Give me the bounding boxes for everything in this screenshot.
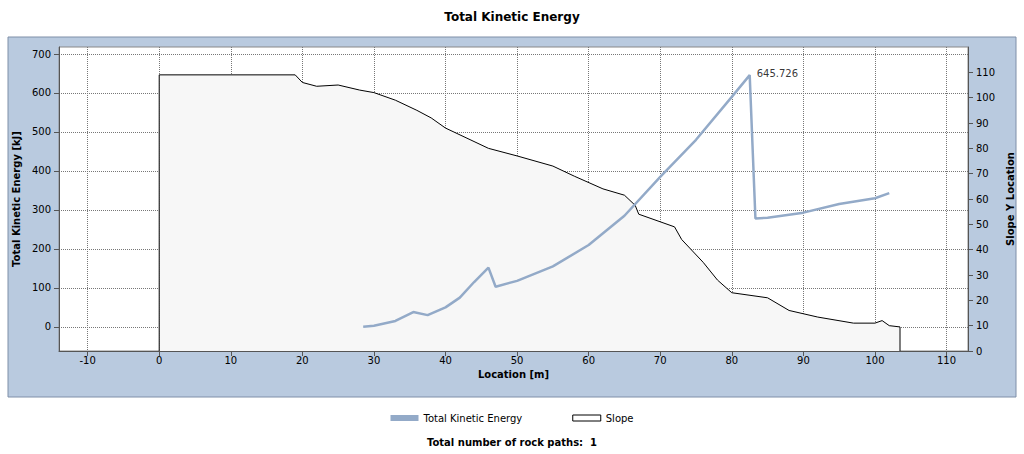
svg-text:110: 110 — [937, 355, 956, 366]
svg-text:10: 10 — [224, 355, 237, 366]
svg-text:60: 60 — [582, 355, 595, 366]
svg-text:Location [m]: Location [m] — [478, 369, 549, 380]
svg-text:100: 100 — [976, 92, 995, 103]
svg-text:40: 40 — [976, 244, 989, 255]
svg-text:700: 700 — [32, 49, 51, 60]
svg-text:400: 400 — [32, 165, 51, 176]
svg-text:60: 60 — [976, 194, 989, 205]
svg-text:Total number of rock paths: 1: Total number of rock paths: 1 — [427, 437, 597, 448]
svg-text:50: 50 — [511, 355, 524, 366]
svg-text:20: 20 — [296, 355, 309, 366]
svg-text:Total Kinetic Energy: Total Kinetic Energy — [423, 413, 523, 424]
svg-text:30: 30 — [976, 270, 989, 281]
svg-text:110: 110 — [976, 67, 995, 78]
svg-text:50: 50 — [976, 219, 989, 230]
svg-text:20: 20 — [976, 295, 989, 306]
svg-text:80: 80 — [976, 143, 989, 154]
svg-text:300: 300 — [32, 204, 51, 215]
svg-text:Slope: Slope — [606, 413, 634, 424]
svg-text:70: 70 — [654, 355, 667, 366]
svg-text:0: 0 — [156, 355, 162, 366]
svg-text:Slope Y Location: Slope Y Location — [1005, 152, 1016, 246]
svg-text:40: 40 — [439, 355, 452, 366]
svg-text:100: 100 — [865, 355, 884, 366]
svg-text:200: 200 — [32, 243, 51, 254]
svg-text:0: 0 — [45, 321, 51, 332]
svg-text:90: 90 — [976, 118, 989, 129]
svg-text:600: 600 — [32, 87, 51, 98]
svg-text:70: 70 — [976, 168, 989, 179]
svg-text:-10: -10 — [79, 355, 95, 366]
svg-text:10: 10 — [976, 320, 989, 331]
svg-text:30: 30 — [368, 355, 381, 366]
svg-text:Total Kinetic Energy [kJ]: Total Kinetic Energy [kJ] — [11, 131, 22, 267]
svg-text:0: 0 — [976, 346, 982, 357]
svg-text:645.726: 645.726 — [757, 68, 798, 79]
svg-text:80: 80 — [725, 355, 738, 366]
svg-text:90: 90 — [797, 355, 810, 366]
svg-text:Total Kinetic Energy: Total Kinetic Energy — [444, 10, 580, 24]
svg-text:100: 100 — [32, 282, 51, 293]
svg-text:500: 500 — [32, 126, 51, 137]
